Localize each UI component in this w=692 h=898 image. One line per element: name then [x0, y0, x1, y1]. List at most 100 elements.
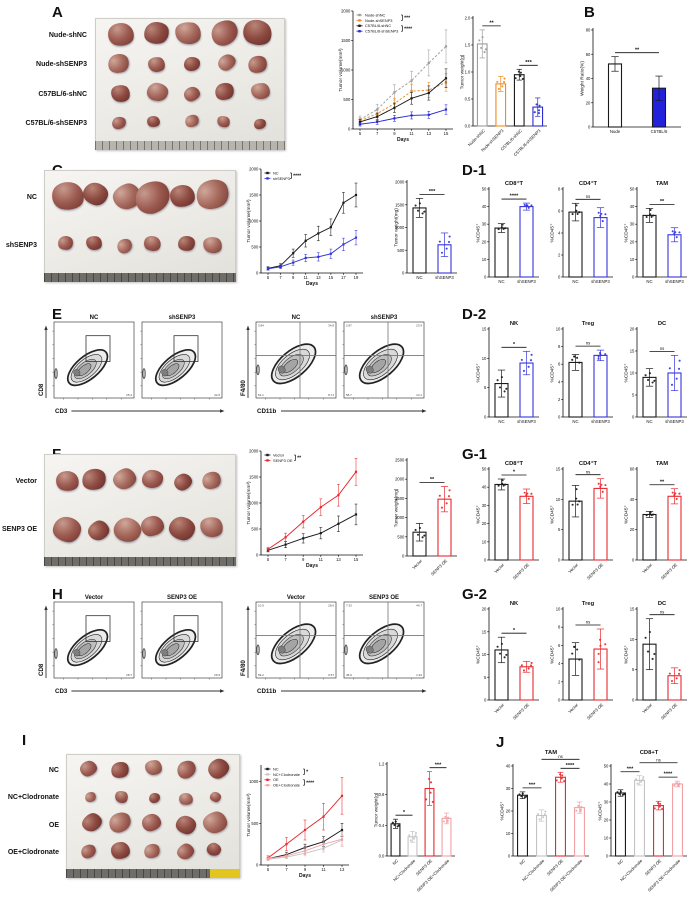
photo-row-label: NC	[26, 193, 37, 201]
G1-CD8-svg: 0 10 20 30 40 50 %CD45⁺ CD8⁺T * Vector SENP3 OE	[476, 460, 539, 581]
svg-text:Nude-shSENP3: Nude-shSENP3	[365, 18, 392, 23]
svg-text:1.0: 1.0	[465, 70, 471, 75]
svg-text:0: 0	[632, 558, 635, 563]
svg-text:NC: NC	[646, 279, 652, 284]
svg-text:Treg: Treg	[582, 601, 595, 607]
photo-row-labels-c: NC shSENP3	[0, 170, 42, 282]
svg-text:7: 7	[279, 275, 282, 280]
tumor-image	[78, 758, 99, 779]
svg-text:2000: 2000	[249, 449, 259, 454]
tumor-image	[184, 57, 201, 72]
svg-text:Vector: Vector	[641, 562, 653, 574]
svg-text:51.1: 51.1	[258, 393, 264, 397]
svg-text:Vector: Vector	[567, 562, 579, 574]
svg-text:**: **	[635, 47, 640, 53]
H2-svg: Vector 10.9 28.6 59.2 0.57 SENP3 OE 7.33 44.7 45…	[240, 595, 427, 695]
svg-text:50: 50	[482, 187, 487, 192]
tumor-image	[169, 184, 197, 208]
svg-text:SENP3 OE: SENP3 OE	[586, 562, 604, 580]
A-line-svg: 0 500 1000 1500 2000 Tumor volume(mm³) 5 7 9 11 13…	[338, 9, 453, 143]
tumor-image	[201, 235, 223, 255]
svg-text:9: 9	[302, 557, 305, 562]
svg-text:10: 10	[556, 497, 561, 502]
svg-text:20: 20	[586, 100, 591, 105]
flow-e-cd8-cd3: NC 25.4 shSENP3 42.6 CD8 CD3	[34, 312, 228, 436]
chart-i-tumor-weight: 0.0 0.4 0.8 1.2 Tumor weight(g) * *** NC NC+Clod…	[372, 756, 458, 894]
tumor-image	[167, 514, 198, 543]
svg-text:500: 500	[251, 821, 259, 826]
svg-text:2000: 2000	[341, 9, 351, 14]
svg-text:1500: 1500	[395, 202, 405, 207]
tumor-image	[239, 15, 276, 50]
svg-text:SENP3 OE+Clodronate: SENP3 OE+Clodronate	[647, 858, 682, 893]
svg-text:20: 20	[506, 809, 511, 814]
panel-label-d2: D-2	[462, 306, 487, 323]
svg-text:500: 500	[251, 527, 259, 532]
svg-text:2000: 2000	[249, 167, 259, 172]
tumor-image	[110, 465, 139, 493]
svg-text:NC: NC	[646, 419, 652, 424]
svg-text:Nude-shNC: Nude-shNC	[365, 12, 386, 17]
svg-text:30: 30	[482, 222, 487, 227]
svg-text:40: 40	[604, 782, 609, 787]
svg-text:10: 10	[482, 539, 487, 544]
svg-text:ns: ns	[586, 341, 591, 346]
svg-text:NC+Clodronate: NC+Clodronate	[273, 772, 300, 777]
svg-text:**: **	[660, 479, 665, 485]
svg-text:0.0: 0.0	[465, 124, 471, 129]
svg-text:10: 10	[556, 327, 561, 332]
svg-text:6: 6	[558, 643, 561, 648]
svg-text:SENP3 OE: SENP3 OE	[369, 595, 399, 601]
svg-text:14.1: 14.1	[416, 393, 422, 397]
svg-text:1000: 1000	[341, 68, 351, 73]
tumor-image	[144, 759, 164, 777]
svg-text:NC: NC	[292, 315, 301, 321]
tumor-image	[176, 234, 196, 252]
H1-svg: Vector 28.7 SENP3 OE 29.9 CD8 CD3	[38, 595, 225, 695]
svg-text:SENP3 OE: SENP3 OE	[512, 562, 530, 580]
tumor-image	[209, 791, 223, 803]
svg-text:15: 15	[444, 131, 449, 136]
svg-text:500: 500	[397, 534, 405, 539]
svg-text:CD8: CD8	[38, 383, 45, 396]
svg-text:10.9: 10.9	[258, 604, 264, 608]
svg-text:Weight Ratio(%): Weight Ratio(%)	[580, 61, 586, 96]
svg-text:*: *	[513, 628, 516, 634]
svg-text:4: 4	[558, 661, 561, 666]
chart-g2-nk: 0 5 10 15 20 %CD45⁺ NK * Vector SENP3 OE	[474, 598, 542, 721]
svg-text:3.84: 3.84	[258, 324, 264, 328]
chart-d2-dc: 0 5 10 15 20 %CD45⁺ DC ns NC shSENP3	[622, 318, 690, 428]
D1-CD4-svg: 0 2 4 6 8 %CD45⁺ CD4⁺T ns NC shSENP3	[550, 180, 613, 284]
svg-text:%CD45⁺: %CD45⁺	[476, 645, 482, 665]
tumor-image	[141, 233, 163, 254]
svg-text:shSENP3: shSENP3	[517, 419, 536, 424]
tumor-image	[83, 789, 99, 804]
svg-text:7.33: 7.33	[346, 604, 352, 608]
svg-text:%CD45⁺: %CD45⁺	[476, 505, 482, 525]
tumor-image	[215, 114, 233, 130]
svg-text:34.8: 34.8	[328, 324, 334, 328]
svg-text:%CD45⁺: %CD45⁺	[476, 223, 482, 243]
svg-text:Vector: Vector	[493, 562, 505, 574]
svg-text:10: 10	[482, 356, 487, 361]
svg-text:1000: 1000	[249, 501, 259, 506]
G2-NK-svg: 0 5 10 15 20 %CD45⁺ NK * Vector SENP3 OE	[476, 601, 539, 721]
I-line-svg: 0 500 1000 Tumor volume(mm³) 5 7 9 11 13 Days NCNC…	[246, 765, 349, 879]
panel-label-g1: G-1	[462, 446, 488, 463]
svg-text:%CD45⁺: %CD45⁺	[550, 505, 556, 525]
svg-text:NC: NC	[273, 170, 279, 175]
svg-text:SENP3 OE: SENP3 OE	[546, 858, 564, 876]
photo-row-labels-a: Nude-shNC Nude-shSENP3 C57BL/6-shNC C57BL/6…	[8, 18, 92, 150]
svg-text:10: 10	[604, 836, 609, 841]
svg-text:SENP3 OE: SENP3 OE	[273, 458, 293, 463]
svg-text:shSENP3: shSENP3	[665, 279, 684, 284]
svg-text:0: 0	[256, 271, 259, 276]
flow-e-f480-cd11b: NC 3.84 34.8 51.1 8.71 shSENP3 2.87 23.9 58.7 14.…	[236, 312, 430, 436]
svg-text:0: 0	[632, 275, 635, 280]
svg-text:CD11b: CD11b	[257, 408, 276, 415]
svg-text:Vector: Vector	[567, 702, 579, 714]
G2-Treg-svg: 0 2 4 6 8 10 %CD45⁺ Treg ns Vector SENP3 OE	[550, 601, 613, 721]
panel-label-a: A	[52, 4, 63, 21]
tumor-image	[106, 21, 136, 49]
E1-svg: NC 25.4 shSENP3 42.6 CD8 CD3	[38, 315, 225, 415]
